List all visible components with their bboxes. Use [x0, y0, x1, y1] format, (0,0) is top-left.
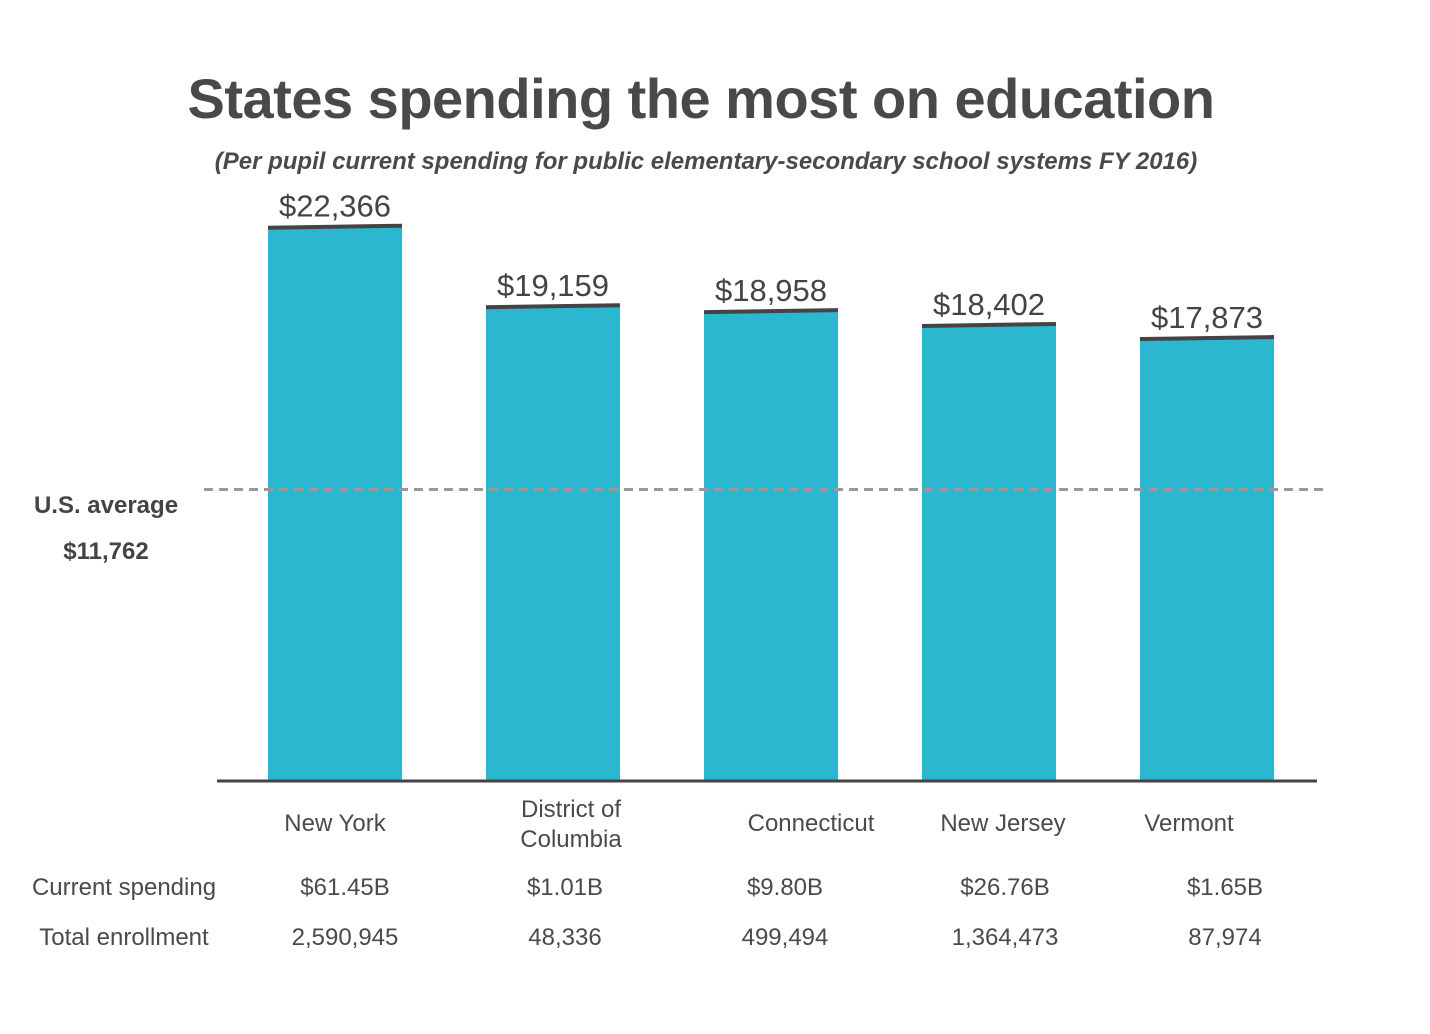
category-label-line: New Jersey [940, 810, 1066, 837]
bar-value-label: $19,159 [497, 268, 609, 303]
bar-top-line-1 [267, 223, 403, 230]
bar-value-label: $18,958 [715, 273, 827, 308]
category-label: New York [235, 809, 435, 839]
bar-value-label: $18,402 [933, 287, 1045, 322]
category-label: Connecticut [711, 809, 911, 839]
current-spending-cell: $26.76B [960, 874, 1050, 901]
bar-4 [922, 324, 1056, 781]
category-label-line: Columbia [520, 826, 622, 853]
total-enrollment-cell: 48,336 [528, 924, 602, 951]
chart-title: States spending the most on education [187, 67, 1215, 130]
bar-2 [486, 306, 620, 781]
category-label: District of Columbia [471, 795, 671, 855]
bar-5 [1140, 338, 1274, 781]
bar-value-label: $17,873 [1151, 300, 1263, 335]
average-value-label: $11,762 [63, 538, 149, 565]
category-label: Vermont [1089, 809, 1289, 839]
bar-3 [704, 311, 838, 781]
category-label-line: District of [520, 796, 621, 823]
category-label-line: New York [284, 810, 386, 837]
current-spending-cell: $1.65B [1186, 874, 1264, 901]
current-spending-cell: $1.01B [526, 874, 604, 901]
bar-top-line-2 [485, 303, 621, 310]
current-spending-cell: $9.80B [746, 874, 824, 901]
current-spending-cell: $61.45B [300, 874, 390, 901]
total-enrollment-row-header: Total enrollment [39, 924, 209, 951]
bar-top-line-4 [921, 321, 1057, 328]
bar-top-line-3 [703, 308, 839, 315]
category-label-line: Connecticut [747, 810, 875, 837]
bar-1 [268, 226, 402, 782]
current-spending-row-header: Current spending [31, 874, 217, 901]
category-label: New Jersey [903, 809, 1103, 839]
total-enrollment-cell: 1,364,473 [951, 924, 1059, 951]
category-label-line: Vermont [1144, 810, 1234, 837]
total-enrollment-cell: 499,494 [741, 924, 829, 951]
total-enrollment-cell: 2,590,945 [291, 924, 399, 951]
bar-value-label: $22,366 [279, 189, 391, 224]
chart-subtitle: (Per pupil current spending for public e… [214, 148, 1198, 175]
average-label: U.S. average [33, 492, 179, 519]
total-enrollment-cell: 87,974 [1188, 924, 1262, 951]
bar-top-line-5 [1139, 335, 1275, 342]
